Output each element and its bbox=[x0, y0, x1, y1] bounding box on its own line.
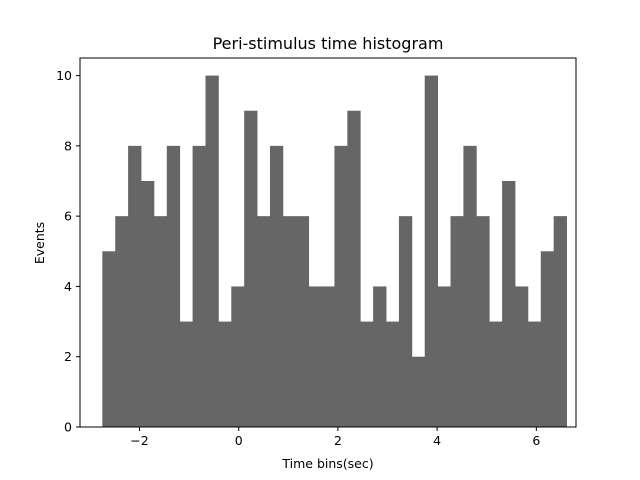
plot-frame bbox=[79, 57, 577, 428]
y-tick-label: 0 bbox=[64, 420, 72, 435]
histogram-bar bbox=[231, 286, 245, 427]
histogram-bar bbox=[514, 286, 529, 427]
histogram-bar bbox=[411, 356, 426, 427]
histogram-bar bbox=[153, 216, 168, 427]
x-tick-label: 4 bbox=[433, 433, 441, 448]
y-axis-ticks: 0 2 4 6 8 10 bbox=[56, 68, 80, 435]
x-tick-label: −2 bbox=[130, 433, 148, 448]
histogram-bar bbox=[102, 251, 116, 427]
histogram-bar bbox=[115, 216, 129, 427]
histogram-bar bbox=[489, 321, 503, 427]
histogram-bar bbox=[476, 216, 490, 427]
x-tick-label: 2 bbox=[334, 433, 342, 448]
histogram-bar bbox=[308, 286, 322, 427]
chart-title: Peri-stimulus time histogram bbox=[213, 34, 444, 53]
histogram-bar bbox=[360, 321, 374, 427]
histogram-bar bbox=[373, 286, 387, 427]
histogram-bar bbox=[192, 145, 206, 427]
bars-group bbox=[102, 75, 567, 428]
histogram-bar bbox=[502, 181, 516, 427]
histogram-bar bbox=[398, 216, 413, 427]
y-tick-label: 6 bbox=[64, 209, 72, 224]
y-tick-label: 2 bbox=[64, 349, 72, 364]
histogram-bar bbox=[179, 321, 193, 427]
histogram-bar bbox=[334, 145, 348, 427]
x-axis-label: Time bins(sec) bbox=[281, 456, 373, 471]
histogram-bar bbox=[437, 286, 451, 427]
histogram-bar bbox=[450, 216, 464, 427]
histogram-bar bbox=[386, 321, 400, 427]
x-tick-label: 0 bbox=[235, 433, 243, 448]
histogram-bar bbox=[347, 110, 361, 427]
y-axis-label: Events bbox=[32, 222, 47, 264]
histogram-bar bbox=[128, 145, 142, 427]
x-tick-label: 6 bbox=[532, 433, 540, 448]
histogram-bar bbox=[463, 145, 477, 427]
histogram-bar bbox=[282, 216, 297, 427]
y-tick-label: 4 bbox=[64, 279, 72, 294]
x-axis-ticks: −2 0 2 4 6 bbox=[130, 427, 540, 448]
y-tick-label: 10 bbox=[56, 68, 72, 83]
y-tick-label: 8 bbox=[64, 138, 72, 153]
histogram-bar bbox=[527, 321, 542, 427]
histogram-bar bbox=[141, 181, 155, 427]
histogram-bar bbox=[553, 216, 567, 427]
histogram-bar bbox=[540, 251, 555, 427]
histogram-bar bbox=[257, 216, 271, 427]
histogram-bar bbox=[269, 145, 284, 427]
histogram-bar bbox=[295, 216, 310, 427]
histogram-bar bbox=[166, 145, 181, 427]
histogram-bar bbox=[424, 75, 439, 428]
histogram-bar bbox=[321, 286, 335, 427]
histogram-bar bbox=[218, 321, 232, 427]
histogram-bar bbox=[244, 110, 258, 427]
histogram-bar bbox=[205, 75, 219, 428]
